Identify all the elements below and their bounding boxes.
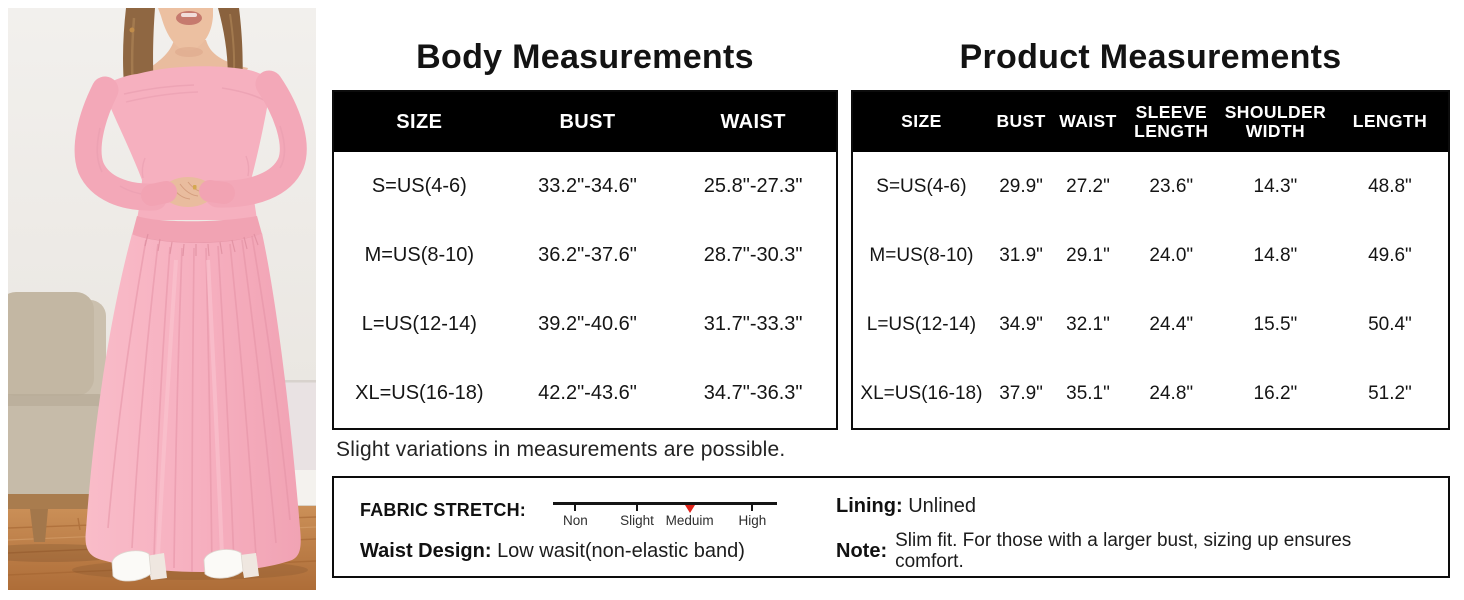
- variation-note: Slight variations in measurements are po…: [336, 438, 786, 461]
- cell-length: 50.4": [1368, 313, 1412, 335]
- waist-design-row: Waist Design: Low wasit(non-elastic band…: [360, 540, 745, 563]
- cell-waist: 29.1": [1066, 244, 1110, 266]
- table-row: XL=US(16-18) 42.2"-43.6" 34.7"-36.3": [334, 359, 836, 428]
- cell-size: L=US(12-14): [361, 313, 477, 335]
- fabric-stretch-scale: Non Slight Meduim High: [553, 502, 777, 542]
- dress-skirt: [85, 233, 301, 573]
- details-box: FABRIC STRETCH: Non Slight Meduim High W…: [332, 476, 1450, 578]
- lining-row: Lining: Unlined: [836, 495, 976, 518]
- header-size: SIZE: [901, 111, 942, 132]
- body-table-header: SIZE BUST WAIST: [334, 92, 836, 152]
- cell-size: M=US(8-10): [364, 244, 475, 266]
- note-row: Note: Slim fit. For those with a larger …: [836, 530, 1365, 572]
- scale-label-non: Non: [563, 513, 588, 528]
- header-size: SIZE: [396, 111, 443, 133]
- note-value: Slim fit. For those with a larger bust, …: [895, 530, 1352, 572]
- cell-waist: 28.7"-30.3": [703, 244, 803, 266]
- table-row: M=US(8-10) 31.9" 29.1" 24.0" 14.8" 49.6": [853, 221, 1448, 290]
- product-photo: [8, 8, 316, 590]
- shoes: [111, 549, 259, 582]
- lining-label: Lining:: [836, 495, 903, 517]
- cell-length: 48.8": [1368, 175, 1412, 197]
- hands: [141, 177, 235, 207]
- waist-design-label: Waist Design:: [360, 540, 492, 562]
- table-row: S=US(4-6) 29.9" 27.2" 23.6" 14.3" 48.8": [853, 152, 1448, 221]
- cell-sleeve-length: 24.8": [1149, 382, 1194, 404]
- table-row: S=US(4-6) 33.2"-34.6" 25.8"-27.3": [334, 152, 836, 221]
- scale-label-medium: Meduim: [665, 513, 714, 528]
- header-waist: WAIST: [720, 111, 786, 133]
- cell-shoulder-width: 15.5": [1253, 313, 1298, 335]
- body-measurements-title: Body Measurements: [416, 38, 754, 76]
- product-table-header: SIZE BUST WAIST SLEEVE LENGTH SHOULDER W…: [853, 92, 1448, 152]
- header-shoulder-width: SHOULDER WIDTH: [1224, 101, 1327, 141]
- cell-bust: 31.9": [999, 244, 1043, 266]
- cell-waist: 31.7"-33.3": [703, 313, 803, 335]
- cell-size: XL=US(16-18): [355, 382, 484, 404]
- lining-value: Unlined: [908, 495, 977, 517]
- cell-sleeve-length: 24.0": [1149, 244, 1194, 266]
- fabric-stretch-label: FABRIC STRETCH:: [360, 500, 526, 520]
- header-bust: BUST: [559, 111, 616, 133]
- cell-size: M=US(8-10): [869, 244, 974, 266]
- cell-shoulder-width: 14.8": [1253, 244, 1298, 266]
- cell-bust: 39.2"-40.6": [538, 313, 637, 335]
- dress-waistband: [132, 216, 262, 249]
- cell-bust: 37.9": [999, 382, 1043, 404]
- cell-shoulder-width: 14.3": [1253, 175, 1298, 197]
- cell-bust: 29.9": [999, 175, 1043, 197]
- cell-sleeve-length: 24.4": [1149, 313, 1194, 335]
- note-label: Note:: [836, 539, 888, 562]
- cell-size: S=US(4-6): [876, 175, 967, 197]
- cell-length: 49.6": [1368, 244, 1412, 266]
- cell-bust: 33.2"-34.6": [538, 175, 637, 197]
- body-measurements-table: SIZE BUST WAIST S=US(4-6) 33.2"-34.6" 25…: [332, 90, 838, 430]
- cell-size: S=US(4-6): [371, 175, 467, 197]
- table-row: L=US(12-14) 39.2"-40.6" 31.7"-33.3": [334, 290, 836, 359]
- ring: [193, 185, 197, 190]
- scale-tick: [751, 504, 754, 511]
- table-row: XL=US(16-18) 37.9" 35.1" 24.8" 16.2" 51.…: [853, 359, 1448, 428]
- header-sleeve-length: SLEEVE LENGTH: [1134, 101, 1209, 141]
- cell-waist: 27.2": [1066, 175, 1110, 197]
- scale-tick: [636, 504, 638, 511]
- scale-label-slight: Slight: [620, 513, 654, 528]
- header-waist: WAIST: [1059, 111, 1117, 132]
- waist-design-value: Low wasit(non-elastic band): [497, 540, 745, 562]
- scale-label-high: High: [738, 513, 767, 528]
- cell-waist: 32.1": [1066, 313, 1110, 335]
- cell-bust: 36.2"-37.6": [538, 244, 637, 266]
- stretch-marker-icon: [684, 505, 695, 513]
- cell-waist: 34.7"-36.3": [703, 382, 803, 404]
- header-bust: BUST: [996, 111, 1046, 132]
- cell-size: XL=US(16-18): [860, 382, 983, 404]
- table-row: M=US(8-10) 36.2"-37.6" 28.7"-30.3": [334, 221, 836, 290]
- sofa: [8, 292, 128, 562]
- cell-bust: 42.2"-43.6": [538, 382, 637, 404]
- sofa-wood-rail: [8, 494, 108, 509]
- cell-bust: 34.9": [999, 313, 1043, 335]
- cell-sleeve-length: 23.6": [1149, 175, 1194, 197]
- cell-waist: 25.8"-27.3": [703, 175, 803, 197]
- dress-sleeves: [74, 70, 307, 211]
- earring: [129, 27, 135, 33]
- cell-waist: 35.1": [1066, 382, 1110, 404]
- scale-line: [553, 502, 777, 505]
- cell-length: 51.2": [1368, 382, 1412, 404]
- table-row: L=US(12-14) 34.9" 32.1" 24.4" 15.5" 50.4…: [853, 290, 1448, 359]
- header-length: LENGTH: [1352, 111, 1428, 132]
- cell-size: L=US(12-14): [866, 313, 977, 335]
- model-figure: [72, 8, 308, 582]
- product-measurements-table: SIZE BUST WAIST SLEEVE LENGTH SHOULDER W…: [851, 90, 1450, 430]
- scale-labels: Non Slight Meduim High: [553, 513, 777, 529]
- cell-shoulder-width: 16.2": [1253, 382, 1298, 404]
- product-measurements-title: Product Measurements: [959, 38, 1342, 76]
- scale-tick: [574, 504, 577, 511]
